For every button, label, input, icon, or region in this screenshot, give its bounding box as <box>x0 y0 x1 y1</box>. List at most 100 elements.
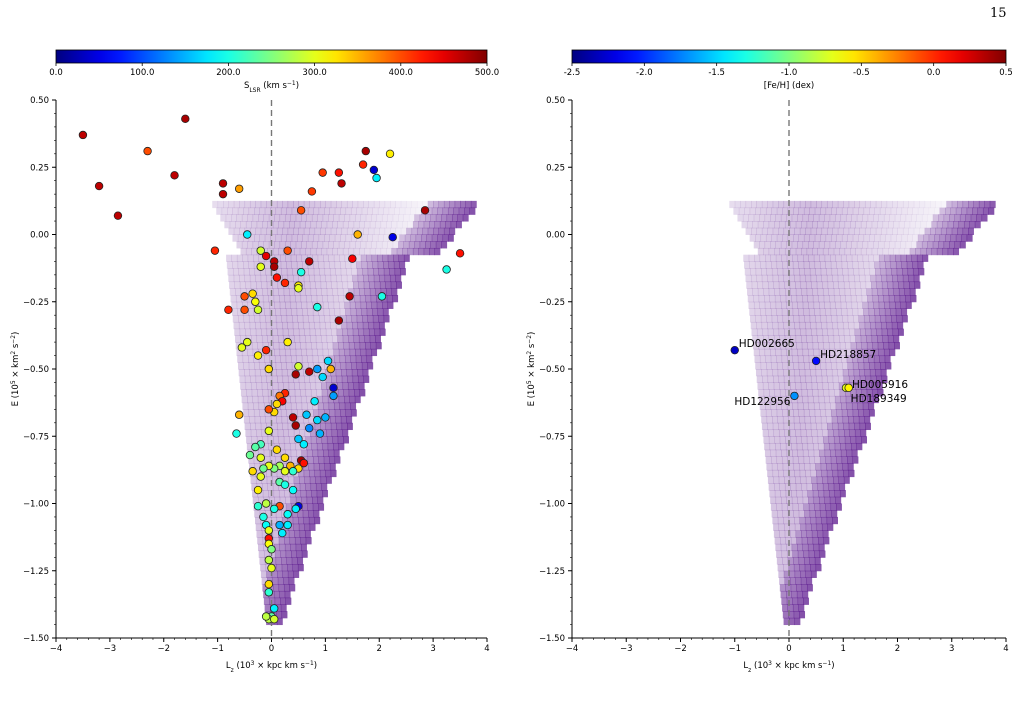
data-point <box>243 230 252 239</box>
data-point <box>321 413 330 422</box>
data-point <box>315 429 325 438</box>
data-point <box>264 526 274 535</box>
point-label: HD218857 <box>820 349 876 361</box>
data-point <box>790 391 799 401</box>
y-axis-label: E (105 × km2 s−2) <box>10 332 22 407</box>
data-point <box>248 289 257 298</box>
y-tick-label: −1.50 <box>23 634 49 644</box>
y-tick-label: −1.50 <box>539 634 565 644</box>
x-tick-label: −3 <box>620 644 633 654</box>
x-axis-label: Lz (103 × kpc km s−1) <box>743 660 834 674</box>
data-point <box>288 413 298 422</box>
x-tick-label: −3 <box>104 644 117 654</box>
y-axis-label: E (105 × km2 s−2) <box>526 332 538 407</box>
y-tick-label: −0.50 <box>23 365 49 375</box>
x-tick-label: 4 <box>484 644 489 654</box>
colorbar: -2.5 -2.0 -1.5 -1.0 -0.5 0.0 0.5 [Fe/H] (dex) <box>564 49 1013 91</box>
data-point <box>353 230 362 239</box>
data-points <box>78 114 465 624</box>
data-point <box>283 246 292 255</box>
data-point <box>280 480 290 489</box>
x-tick-label: −1 <box>728 644 741 654</box>
data-point <box>269 262 279 271</box>
data-point <box>264 364 274 374</box>
data-point <box>288 485 298 495</box>
x-tick-label: 4 <box>1003 644 1008 654</box>
data-point <box>420 206 430 215</box>
data-point <box>348 254 357 263</box>
y-tick-label: 0.50 <box>546 96 565 106</box>
data-point <box>143 146 152 156</box>
colorbar-bar <box>55 49 488 64</box>
data-point <box>264 426 274 436</box>
data-point <box>251 297 260 306</box>
colorbar-tick-label: 300.0 <box>302 68 326 78</box>
data-point <box>94 181 104 191</box>
data-point <box>240 305 249 315</box>
data-point <box>234 410 244 419</box>
chart-panel-1: 0.0 100.0 200.0 300.0 400.0 500.0 SLSR (km s−1… <box>10 49 499 674</box>
data-point <box>264 580 274 589</box>
density-background <box>729 200 996 626</box>
data-point <box>78 130 88 140</box>
y-tick-label: 0.00 <box>30 231 49 241</box>
data-point <box>232 429 241 438</box>
y-tick-label: 0.50 <box>30 96 49 106</box>
data-point <box>283 520 292 530</box>
data-point <box>294 434 303 444</box>
y-tick-label: 0.00 <box>546 231 565 241</box>
data-point <box>307 187 317 196</box>
y-tick-label: 0.25 <box>546 163 565 173</box>
colorbar: 0.0 100.0 200.0 300.0 400.0 500.0 SLSR (km s−1… <box>49 49 499 94</box>
data-point <box>305 423 314 433</box>
data-point <box>170 171 179 180</box>
point-label: HD005916 <box>852 379 908 391</box>
point-label: HD189349 <box>851 393 907 405</box>
y-tick-label: −1.25 <box>539 567 565 577</box>
data-point <box>210 246 220 255</box>
data-point <box>345 292 354 301</box>
point-label: HD122956 <box>734 396 790 408</box>
data-point <box>256 262 265 271</box>
data-point <box>388 232 397 242</box>
data-point <box>224 305 233 315</box>
data-point <box>264 405 274 414</box>
x-tick-label: −4 <box>50 644 63 654</box>
data-point <box>272 273 282 282</box>
data-point <box>245 450 255 460</box>
data-point <box>264 555 274 565</box>
data-point <box>267 545 276 554</box>
data-point <box>294 362 303 371</box>
data-points: HD002665 HD218857 HD122956 HD005916 HD189349 <box>730 338 908 408</box>
data-point <box>313 302 322 312</box>
point-label: HD002665 <box>739 338 795 350</box>
y-tick-label: −1.00 <box>23 500 49 510</box>
x-tick-label: −4 <box>566 644 579 654</box>
data-point <box>256 246 265 255</box>
data-point <box>261 251 271 261</box>
y-tick-label: −0.50 <box>539 365 565 375</box>
colorbar-label: SLSR (km s−1) <box>244 80 299 94</box>
y-tick-label: −1.25 <box>23 567 49 577</box>
data-point <box>455 249 465 258</box>
data-point <box>299 440 309 449</box>
x-tick-label: 1 <box>323 644 328 654</box>
data-point <box>272 399 282 409</box>
data-point <box>361 146 370 156</box>
data-point <box>280 453 290 462</box>
data-point <box>299 458 309 468</box>
chart-panel-2: -2.5 -2.0 -1.5 -1.0 -0.5 0.0 0.5 [Fe/H] (dex) −4… <box>526 49 1013 674</box>
colorbar-tick-label: 0.0 <box>49 68 63 78</box>
data-point <box>318 372 327 382</box>
x-tick-label: 3 <box>430 644 435 654</box>
colorbar-tick-label: 0.5 <box>999 68 1013 78</box>
colorbar-label: [Fe/H] (dex) <box>764 81 814 91</box>
colorbar-tick-label: 500.0 <box>475 68 499 78</box>
data-point <box>369 165 379 175</box>
data-point <box>113 211 123 220</box>
colorbar-tick-label: 0.0 <box>927 68 941 78</box>
data-point <box>296 206 306 215</box>
data-point <box>280 467 290 476</box>
data-point <box>844 383 853 393</box>
